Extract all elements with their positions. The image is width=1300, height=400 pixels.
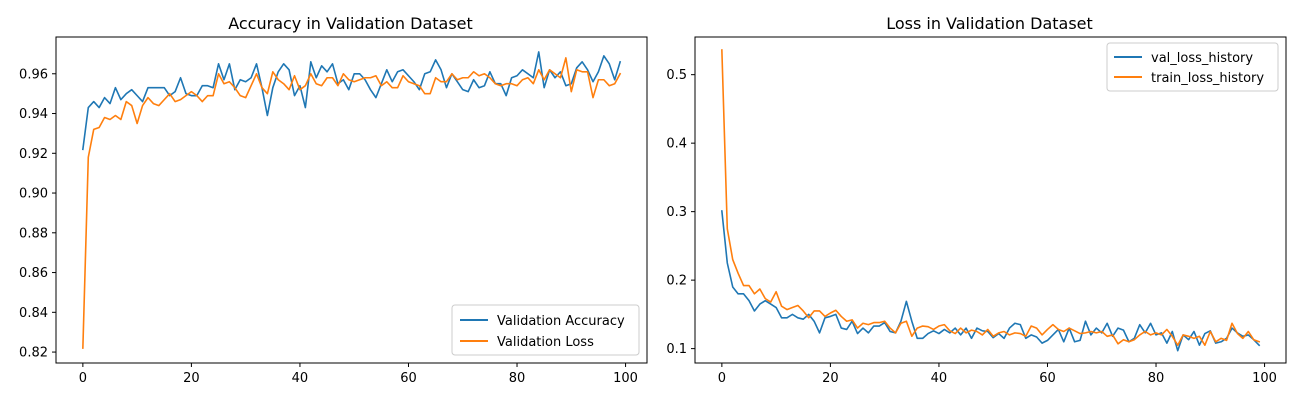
loss-x-ticks: 0 20 40 60 80 100 xyxy=(718,363,1277,386)
loss-series-line-train-loss-history xyxy=(721,49,1261,346)
loss-y-tick-label: 0.3 xyxy=(666,205,687,220)
accuracy-x-tick-label: 100 xyxy=(613,371,638,386)
loss-legend: val_loss_history train_loss_history xyxy=(1106,42,1279,92)
accuracy-chart: Accuracy in Validation Dataset 0 20 40 60 80… xyxy=(19,14,648,386)
accuracy-y-ticks: 0.82 0.84 0.86 0.88 0.90 0.92 0.94 0.96 xyxy=(19,67,56,361)
accuracy-series-line-validation-loss xyxy=(82,57,622,349)
accuracy-legend-box xyxy=(451,304,640,356)
loss-y-tick-label: 0.2 xyxy=(666,274,687,289)
loss-legend-box xyxy=(1106,42,1279,92)
accuracy-legend-label-validation-accuracy: Validation Accuracy xyxy=(497,314,625,329)
accuracy-legend-label-validation-loss: Validation Loss xyxy=(497,335,594,350)
loss-series-line-val-loss-history xyxy=(720,210,1261,352)
loss-y-tick-label: 0.4 xyxy=(666,137,687,152)
accuracy-x-tick-label: 80 xyxy=(509,371,526,386)
accuracy-legend: Validation Accuracy Validation Loss xyxy=(451,304,640,356)
loss-x-tick-label: 100 xyxy=(1252,371,1277,386)
loss-chart: Loss in Validation Dataset 0 20 40 60 80 100 … xyxy=(666,14,1287,386)
accuracy-x-tick-label: 20 xyxy=(183,371,200,386)
accuracy-x-tick-label: 40 xyxy=(292,371,309,386)
loss-axes-frame xyxy=(694,36,1287,364)
loss-series-layer xyxy=(720,49,1261,352)
accuracy-y-tick-label: 0.90 xyxy=(19,187,48,202)
loss-chart-title: Loss in Validation Dataset xyxy=(886,14,1093,33)
accuracy-series-layer xyxy=(81,51,622,349)
loss-x-tick-label: 40 xyxy=(931,371,948,386)
accuracy-axes-frame xyxy=(55,36,648,364)
loss-legend-label-val-loss-history: val_loss_history xyxy=(1151,51,1253,66)
accuracy-chart-title: Accuracy in Validation Dataset xyxy=(228,14,473,33)
loss-legend-label-train-loss-history: train_loss_history xyxy=(1151,71,1264,86)
accuracy-x-ticks: 0 20 40 60 80 100 xyxy=(79,363,638,386)
loss-y-tick-label: 0.5 xyxy=(666,68,687,83)
accuracy-y-tick-label: 0.84 xyxy=(19,306,48,321)
loss-x-tick-label: 0 xyxy=(718,371,726,386)
accuracy-y-tick-label: 0.88 xyxy=(19,226,48,241)
accuracy-x-tick-label: 0 xyxy=(79,371,87,386)
loss-x-tick-label: 20 xyxy=(822,371,839,386)
accuracy-x-tick-label: 60 xyxy=(400,371,417,386)
accuracy-y-tick-label: 0.94 xyxy=(19,107,48,122)
accuracy-y-tick-label: 0.92 xyxy=(19,147,48,162)
accuracy-y-tick-label: 0.86 xyxy=(19,266,48,281)
accuracy-y-tick-label: 0.96 xyxy=(19,67,48,82)
loss-x-tick-label: 80 xyxy=(1148,371,1165,386)
loss-y-tick-label: 0.1 xyxy=(666,342,687,357)
loss-y-ticks: 0.1 0.2 0.3 0.4 0.5 xyxy=(666,68,695,357)
loss-x-tick-label: 60 xyxy=(1039,371,1056,386)
accuracy-y-tick-label: 0.82 xyxy=(19,346,48,361)
accuracy-series-line-validation-accuracy xyxy=(81,51,622,151)
